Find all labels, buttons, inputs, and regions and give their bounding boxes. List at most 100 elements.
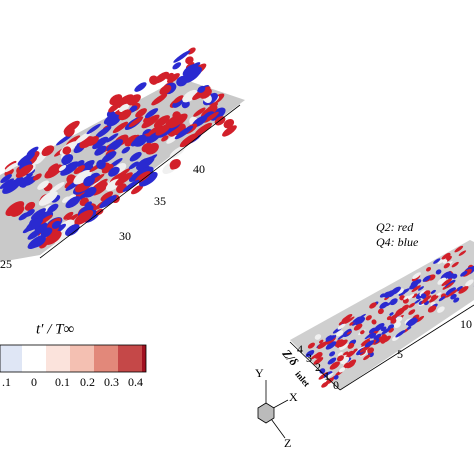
isosurface-blob bbox=[352, 316, 361, 323]
spanwise-label: 2 bbox=[315, 360, 321, 374]
isosurface-blob bbox=[95, 126, 112, 139]
isosurface-blob bbox=[381, 327, 391, 335]
isosurface-blob bbox=[10, 205, 25, 217]
colorbar-label: 0.3 bbox=[104, 375, 119, 389]
isosurface-blob bbox=[337, 339, 348, 348]
isosurface-blob bbox=[61, 153, 74, 165]
isosurface-blob bbox=[96, 159, 106, 170]
isosurface-blob bbox=[74, 209, 94, 225]
isosurface-blob bbox=[155, 123, 171, 136]
isosurface-blob bbox=[401, 304, 409, 311]
isosurface-blob bbox=[105, 133, 119, 143]
isosurface-blob bbox=[419, 290, 427, 297]
isosurface-blob bbox=[426, 267, 432, 272]
isosurface-blob bbox=[411, 285, 421, 293]
isosurface-blob bbox=[33, 173, 42, 181]
isosurface-blob bbox=[31, 208, 46, 220]
isosurface-blob bbox=[99, 195, 117, 209]
isosurface-blob bbox=[346, 331, 352, 335]
isosurface-blob bbox=[329, 361, 340, 370]
colorbar-label: 0.1 bbox=[55, 375, 70, 389]
isosurface-blob bbox=[454, 245, 464, 253]
isosurface-blob bbox=[192, 86, 211, 101]
isosurface-blob bbox=[389, 313, 399, 321]
isosurface-blob bbox=[465, 279, 474, 287]
isosurface-blob bbox=[403, 288, 410, 294]
isosurface-blob bbox=[161, 135, 169, 142]
colorbar-label: 0 bbox=[31, 375, 37, 389]
isosurface-blob bbox=[448, 289, 458, 297]
isosurface-blob bbox=[75, 132, 91, 144]
isosurface-blob bbox=[39, 214, 53, 225]
isosurface-blob bbox=[327, 357, 337, 365]
isosurface-blob bbox=[182, 89, 198, 103]
isosurface-blob bbox=[395, 316, 403, 323]
isosurface-blob bbox=[159, 84, 172, 96]
isosurface-blob bbox=[336, 341, 342, 346]
isosurface-blob bbox=[427, 305, 437, 313]
isosurface-blob bbox=[106, 139, 123, 152]
isosurface-blob bbox=[364, 340, 375, 348]
isosurface-blob bbox=[337, 323, 346, 330]
isosurface-blob bbox=[108, 103, 120, 113]
isosurface-blob bbox=[47, 203, 59, 213]
isosurface-blob bbox=[421, 298, 429, 304]
isosurface-blob bbox=[428, 295, 439, 303]
isosurface-blob bbox=[433, 258, 441, 264]
isosurface-blob bbox=[84, 201, 92, 208]
isosurface-blob bbox=[127, 94, 141, 106]
note-q2: Q2: red bbox=[376, 220, 414, 234]
isosurface-blob bbox=[169, 158, 181, 170]
isosurface-blob bbox=[167, 73, 180, 84]
colorbar-frame bbox=[0, 344, 147, 373]
isosurface-blob bbox=[106, 110, 116, 120]
isosurface-blob bbox=[413, 298, 421, 305]
isosurface-blob bbox=[0, 178, 15, 189]
isosurface-blob bbox=[319, 339, 324, 344]
isosurface-blob bbox=[325, 335, 335, 342]
isosurface-blob bbox=[135, 108, 147, 118]
colorbar-label: 0.4 bbox=[128, 375, 143, 389]
isosurface-blob bbox=[453, 297, 460, 303]
note-q4: Q4: blue bbox=[376, 235, 419, 249]
isosurface-blob bbox=[169, 146, 185, 159]
isosurface-blob bbox=[63, 126, 75, 137]
isosurface-blob bbox=[336, 330, 344, 337]
isosurface-blob bbox=[445, 282, 455, 289]
isosurface-blob bbox=[26, 217, 43, 232]
isosurface-blob bbox=[406, 326, 412, 330]
isosurface-blob bbox=[179, 133, 199, 148]
lower-isosurfaces bbox=[305, 245, 474, 388]
isosurface-blob bbox=[422, 275, 431, 282]
isosurface-blob bbox=[369, 302, 377, 309]
isosurface-blob bbox=[395, 329, 406, 338]
isosurface-blob bbox=[445, 287, 456, 296]
isosurface-blob bbox=[44, 164, 63, 179]
isosurface-blob bbox=[451, 261, 459, 268]
isosurface-blob bbox=[83, 186, 97, 198]
upper-axis-label: 35 bbox=[154, 194, 166, 208]
isosurface-blob bbox=[149, 75, 159, 85]
isosurface-blob bbox=[173, 95, 184, 104]
isosurface-blob bbox=[326, 337, 336, 345]
isosurface-blob bbox=[17, 152, 35, 166]
isosurface-blob bbox=[194, 122, 213, 136]
isosurface-blob bbox=[40, 227, 53, 238]
isosurface-blob bbox=[223, 118, 235, 129]
spanwise-label: 4 bbox=[297, 342, 303, 356]
isosurface-blob bbox=[408, 302, 416, 308]
isosurface-blob bbox=[412, 272, 421, 279]
isosurface-blob bbox=[185, 66, 203, 80]
isosurface-blob bbox=[393, 321, 401, 329]
isosurface-blob bbox=[139, 156, 155, 169]
isosurface-blob bbox=[441, 278, 452, 287]
isosurface-blob bbox=[121, 146, 131, 154]
isosurface-blob bbox=[100, 191, 114, 202]
isosurface-blob bbox=[361, 339, 371, 347]
isosurface-blob bbox=[109, 94, 123, 106]
isosurface-blob bbox=[25, 209, 35, 217]
isosurface-blob bbox=[106, 114, 122, 127]
isosurface-blob bbox=[73, 165, 86, 175]
isosurface-blob bbox=[337, 352, 343, 356]
